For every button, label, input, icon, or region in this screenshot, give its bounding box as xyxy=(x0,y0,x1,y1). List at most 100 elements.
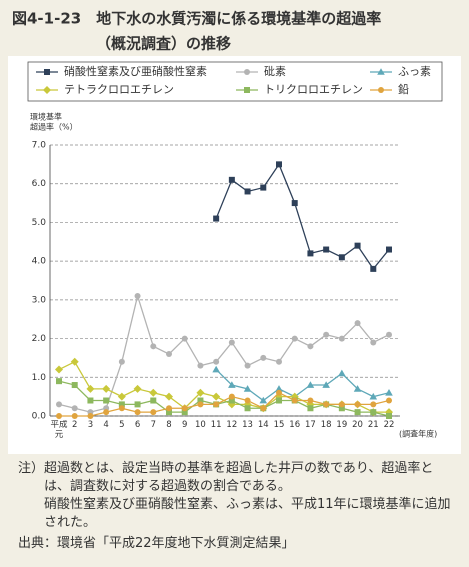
x-tick-label: 20 xyxy=(352,420,363,430)
marker xyxy=(118,405,125,412)
marker xyxy=(386,246,392,253)
y-tick-label: 6.0 xyxy=(32,179,47,189)
marker xyxy=(86,384,95,393)
marker xyxy=(323,401,330,408)
marker xyxy=(260,405,267,412)
marker xyxy=(181,405,188,412)
x-tick-wrap: 平成元 xyxy=(50,420,67,440)
marker xyxy=(338,401,345,408)
marker xyxy=(370,409,377,416)
marker xyxy=(87,397,94,404)
note: 注） 超過数とは、設定当時の基準を超過した井戸の数であり、超過率とは、調査数に対… xyxy=(18,460,458,532)
marker xyxy=(118,401,125,408)
x-tick-label: 4 xyxy=(103,420,109,430)
series-line xyxy=(58,380,390,417)
legend-label: テトラクロロエチレン xyxy=(64,83,174,96)
marker xyxy=(338,369,346,377)
x-tick-label: 14 xyxy=(257,420,269,430)
marker xyxy=(166,405,172,412)
x-tick-wrap: 2 xyxy=(71,420,78,430)
y-axis-label: 超過率（%） xyxy=(30,122,78,132)
marker xyxy=(197,362,204,369)
marker xyxy=(307,343,314,350)
marker xyxy=(259,396,268,404)
x-tick-label: 6 xyxy=(134,420,141,430)
marker xyxy=(150,409,157,416)
marker xyxy=(306,381,315,388)
marker xyxy=(370,339,377,346)
legend-label: 硝酸性窒素及び亜硝酸性窒素 xyxy=(64,64,207,78)
marker xyxy=(243,385,252,392)
marker xyxy=(181,409,188,416)
marker xyxy=(323,331,330,338)
marker xyxy=(55,365,63,374)
marker xyxy=(134,401,141,408)
legend-label: トリクロロエチレン xyxy=(264,83,363,96)
x-tick-label: 3 xyxy=(87,420,94,430)
x-tick-wrap: 13 xyxy=(242,420,253,430)
marker xyxy=(228,393,235,400)
chart-title: （概況調査）の推移 xyxy=(96,35,231,53)
marker xyxy=(244,362,251,369)
marker xyxy=(386,413,392,419)
x-tick-wrap: 14 xyxy=(257,420,269,430)
x-tick-label: 9 xyxy=(181,420,188,430)
legend-marker xyxy=(377,68,385,75)
y-tick-label: 4.0 xyxy=(32,257,47,267)
marker xyxy=(244,188,251,195)
marker xyxy=(71,413,78,419)
marker xyxy=(87,413,94,419)
marker xyxy=(228,176,235,183)
x-tick-wrap: 16 xyxy=(289,420,301,430)
x-tick-label: 22 xyxy=(383,420,395,430)
x-tick-wrap: 9 xyxy=(181,420,188,430)
marker xyxy=(102,384,111,393)
x-tick-label: 8 xyxy=(166,420,172,430)
marker xyxy=(244,397,251,404)
marker xyxy=(213,401,220,408)
marker xyxy=(370,401,377,408)
marker xyxy=(71,382,78,389)
x-tick-wrap: 11 xyxy=(211,420,222,430)
marker xyxy=(181,335,188,342)
legend-marker xyxy=(44,69,50,75)
x-tick-label: 16 xyxy=(289,420,301,430)
note-label: 注） xyxy=(18,461,45,476)
marker xyxy=(353,385,362,392)
note-text: 超過数とは、設定当時の基準を超過した井戸の数であり、超過率とは、調査数に対する超… xyxy=(44,461,434,494)
marker xyxy=(291,335,298,342)
marker xyxy=(276,397,282,404)
marker xyxy=(260,354,267,361)
marker xyxy=(103,397,110,404)
legend-label: 鉛 xyxy=(398,82,409,96)
source: 出典：環境省「平成22年度地下水質測定結果」 xyxy=(18,536,295,551)
marker xyxy=(228,339,235,346)
marker xyxy=(149,388,158,397)
marker xyxy=(166,351,172,358)
series-line xyxy=(58,293,390,413)
marker xyxy=(118,358,125,365)
legend-marker xyxy=(244,87,250,93)
marker xyxy=(354,242,361,249)
legend-label: 砒素 xyxy=(264,65,286,78)
marker xyxy=(276,389,282,396)
x-tick-wrap: 10 xyxy=(195,420,206,430)
marker xyxy=(197,397,204,404)
marker xyxy=(196,388,205,397)
marker xyxy=(165,392,173,401)
marker xyxy=(338,335,345,342)
x-tick-label: 2 xyxy=(71,420,78,430)
marker xyxy=(117,392,126,401)
marker xyxy=(275,385,283,392)
x-tick-wrap: 15 xyxy=(274,420,285,430)
marker xyxy=(386,331,392,338)
marker xyxy=(323,246,330,253)
y-tick-label: 0.0 xyxy=(32,412,47,422)
marker xyxy=(291,200,298,207)
chart: 図4-1-23 地下水の水質汚濁に係る環境基準の超過率 （概況調査）の推移 環境… xyxy=(8,10,461,454)
x-tick-label: 13 xyxy=(242,420,253,430)
legend-label: ふっ素 xyxy=(398,65,431,78)
x-tick-wrap: 12 xyxy=(226,420,237,430)
y-tick-label: 7.0 xyxy=(32,141,47,151)
